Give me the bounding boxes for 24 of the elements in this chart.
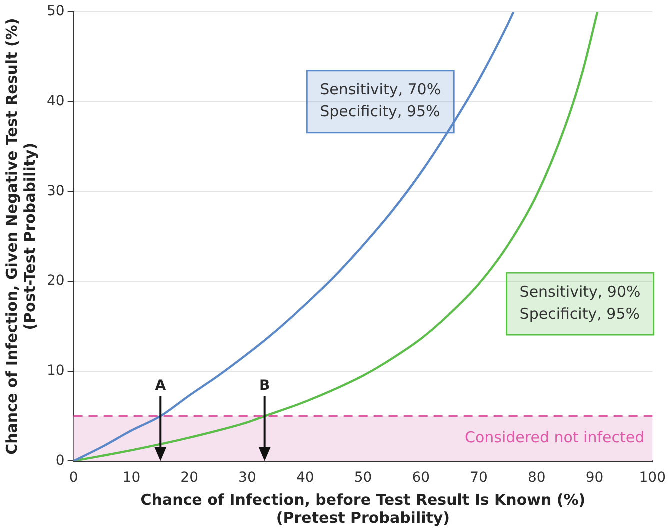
x-tick-label: 10: [122, 470, 141, 486]
text: Sensitivity, 90% Specificity, 95%: [520, 282, 641, 323]
x-tick-label: 0: [69, 470, 78, 486]
series-label: Sensitivity, 70% Specificity, 95%: [320, 80, 442, 121]
y-tick-label: 30: [46, 183, 65, 200]
annotation: B: [259, 378, 270, 394]
y-tick-label: 50: [46, 4, 65, 20]
y-tick-label: 40: [46, 93, 65, 110]
x-tick-label: 40: [296, 470, 314, 486]
x-axis-title: Chance of Infection, before Test Result Is Known (%) (Pretest Probability): [140, 490, 586, 527]
x-tick-label: 70: [470, 470, 488, 486]
x-tick-label: 50: [354, 470, 372, 486]
annotation: A: [155, 378, 166, 394]
x-tick-label: 90: [586, 470, 604, 486]
y-tick-label: 0: [56, 452, 65, 469]
y-axis-title: Chance of Infection, Given Negative Test Result (%) (Post-Test Probability): [2, 18, 39, 455]
x-tick-label: 100: [639, 470, 666, 486]
x-tick-label: 20: [180, 470, 198, 486]
x-tick-label: 80: [528, 470, 546, 486]
x-tick-label: 60: [412, 470, 430, 486]
band-label: Considered not infected: [464, 428, 645, 447]
y-tick-label: 20: [46, 273, 65, 290]
x-tick-label: 30: [238, 470, 256, 486]
y-tick-label: 10: [46, 363, 65, 379]
